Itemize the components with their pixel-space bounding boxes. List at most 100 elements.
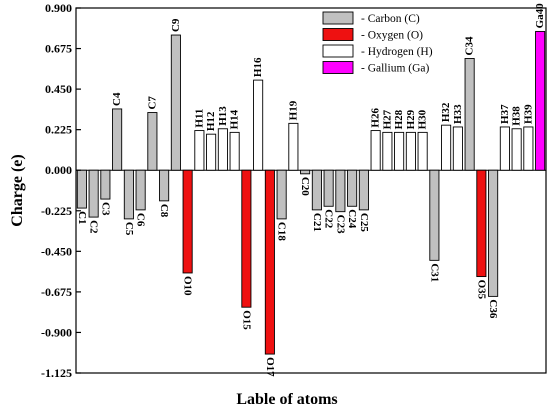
y-tick-label: 0.000 (45, 163, 72, 177)
bar-label-c7: C7 (146, 96, 158, 110)
legend-swatch (322, 44, 354, 58)
bar-h13 (217, 128, 228, 171)
bar-label-c18: C18 (276, 222, 288, 241)
bar-label-h38: H38 (511, 106, 523, 126)
legend-label: - Carbon (C) (361, 13, 420, 25)
bar-label-c9: C9 (170, 18, 182, 32)
bar-label-c34: C34 (464, 36, 476, 55)
bar-label-c8: C8 (158, 204, 170, 218)
bar-label-c3: C3 (99, 202, 111, 216)
bar-label-h27: H27 (381, 109, 393, 129)
bar-label-c2: C2 (88, 220, 100, 234)
bar-label-h29: H29 (405, 109, 417, 129)
bar-c7 (147, 112, 158, 171)
bar-c23 (335, 169, 346, 213)
bar-label-o35: O35 (475, 280, 487, 300)
bar-o10 (182, 169, 193, 274)
bar-h12 (206, 133, 217, 171)
y-tick-label: -0.225 (41, 204, 72, 218)
bar-label-o10: O10 (182, 276, 194, 296)
y-tick-label: -0.675 (41, 285, 72, 299)
bar-c25 (358, 169, 369, 211)
legend-swatch (322, 61, 354, 74)
bar-c6 (135, 169, 146, 211)
bar-label-c22: C22 (323, 209, 335, 228)
y-tick-label: -0.900 (41, 325, 72, 339)
y-tick-label: 0.675 (45, 42, 72, 56)
bar-h28 (394, 131, 405, 171)
bar-label-h39: H39 (522, 104, 534, 124)
bar-label-h33: H33 (452, 104, 464, 124)
bar-c21 (311, 169, 322, 211)
bar-o35 (476, 169, 487, 278)
bar-c34 (464, 58, 475, 171)
bar-label-h14: H14 (229, 109, 241, 129)
bar-label-h16: H16 (252, 57, 264, 77)
legend: - Carbon (C) - Oxygen (O) - Hydrogen (H) - … (322, 11, 433, 75)
bar-h30 (417, 131, 428, 171)
bar-label-c4: C4 (111, 92, 123, 106)
bar-label-c24: C24 (346, 209, 358, 228)
bar-h16 (253, 79, 264, 171)
bar-c31 (429, 169, 440, 261)
bar-c3 (100, 169, 111, 200)
bar-h19 (288, 122, 299, 171)
bar-c20 (300, 169, 311, 175)
bar-label-ga40: Ga40 (534, 3, 546, 29)
x-axis-title: Lable of atoms (236, 391, 337, 408)
bar-c36 (488, 169, 499, 297)
legend-swatch (322, 11, 354, 25)
bar-h33 (452, 126, 463, 171)
bar-label-c25: C25 (358, 213, 370, 232)
bars-layer (76, 30, 546, 355)
legend-label: - Hydrogen (H) (361, 46, 433, 58)
bar-h11 (194, 130, 205, 171)
bar-label-h26: H26 (370, 108, 382, 128)
y-tick-label: 0.225 (45, 123, 72, 137)
bar-h39 (523, 126, 534, 171)
bar-label-c21: C21 (311, 213, 323, 232)
bar-c4 (112, 108, 123, 171)
bar-o15 (241, 169, 252, 308)
bar-label-h13: H13 (217, 106, 229, 126)
bar-h27 (382, 131, 393, 171)
bar-h14 (229, 131, 240, 171)
bar-label-c31: C31 (428, 263, 440, 282)
bar-label-c20: C20 (299, 177, 311, 196)
bar-label-o15: O15 (240, 310, 252, 330)
bar-label-h11: H11 (193, 109, 205, 128)
bar-h32 (441, 124, 452, 171)
bar-c24 (347, 169, 358, 207)
bar-label-h28: H28 (393, 109, 405, 129)
y-tick-label: -0.450 (41, 244, 72, 258)
bar-label-c23: C23 (334, 215, 346, 234)
bar-h38 (511, 128, 522, 171)
bar-label-c6: C6 (135, 213, 147, 227)
y-tick-label: 0.900 (45, 1, 72, 15)
legend-label: - Gallium (Ga) (361, 63, 430, 75)
y-tick-label: -1.125 (41, 366, 72, 380)
bar-label-h19: H19 (287, 100, 299, 120)
bar-label-h37: H37 (499, 104, 511, 124)
y-tick-label: 0.450 (45, 82, 72, 96)
bar-h26 (370, 130, 381, 171)
legend-swatch (322, 28, 354, 41)
bar-label-h12: H12 (205, 111, 217, 131)
y-axis: 0.900 0.675 0.450 0.225 0.000 -0.225 -0.450 -0.… (41, 1, 81, 380)
bar-label-h30: H30 (417, 109, 429, 129)
bar-o17 (264, 169, 275, 355)
bar-h29 (405, 131, 416, 171)
bar-c18 (276, 169, 287, 220)
bar-label-c5: C5 (123, 222, 135, 236)
bar-c2 (88, 169, 99, 218)
y-axis-title: Charge (e) (9, 154, 26, 226)
bar-c1 (76, 169, 87, 209)
plot-frame (75, 7, 547, 374)
bar-c5 (123, 169, 134, 220)
bar-label-o17: O17 (264, 357, 276, 377)
bar-c8 (159, 169, 170, 202)
bar-ga40 (535, 30, 546, 171)
bar-label-c36: C36 (487, 299, 499, 318)
